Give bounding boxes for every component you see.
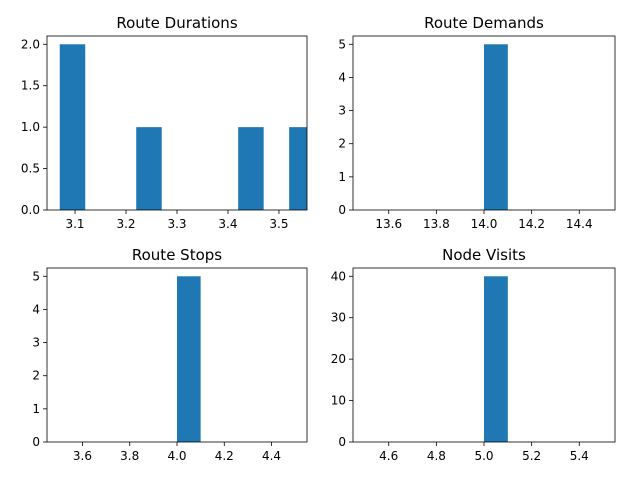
x-tick-label: 3.3 [167, 217, 186, 231]
y-tick-label: 30 [331, 311, 346, 325]
x-tick-label: 5.4 [570, 449, 589, 463]
x-tick-label: 4.8 [427, 449, 446, 463]
panel-route-durations: Route Durations 3.1 3.2 3.3 3.4 3.5 0.0 0.5 1.0… [21, 14, 308, 231]
axis-ticks: 4.6 4.8 5.0 5.2 5.4 0 10 20 30 40 [331, 269, 589, 463]
chart-title: Route Durations [116, 14, 237, 32]
histogram-bar [484, 276, 508, 442]
y-tick-label: 2 [338, 137, 346, 151]
x-tick-label: 3.5 [269, 217, 288, 231]
x-tick-label: 4.6 [379, 449, 398, 463]
chart-title: Route Demands [424, 14, 544, 32]
y-tick-label: 1.5 [21, 79, 40, 93]
y-tick-label: 2.0 [21, 37, 40, 51]
chart-title: Route Stops [132, 246, 222, 264]
axes-frame [352, 35, 616, 211]
x-tick-label: 14.2 [518, 217, 545, 231]
panel-route-stops: Route Stops 3.6 3.8 4.0 4.2 4.4 0 1 2 3 4 5 [32, 246, 308, 463]
axes-frame [46, 267, 308, 443]
x-tick-label: 5.0 [474, 449, 493, 463]
x-tick-label: 13.8 [423, 217, 450, 231]
histogram-bar [177, 276, 201, 442]
axis-ticks: 3.1 3.2 3.3 3.4 3.5 0.0 0.5 1.0 1.5 2.0 [21, 37, 289, 231]
axes-frame [46, 35, 308, 211]
axes-frame [352, 267, 616, 443]
panel-node-visits: Node Visits 4.6 4.8 5.0 5.2 5.4 0 10 20 30 40 [331, 246, 616, 463]
y-tick-label: 1 [32, 402, 40, 416]
y-tick-label: 10 [331, 394, 346, 408]
y-tick-label: 1.0 [21, 120, 40, 134]
x-tick-label: 3.2 [116, 217, 135, 231]
axis-ticks: 13.6 13.8 14.0 14.2 14.4 0 1 2 3 4 5 [338, 37, 592, 231]
x-tick-label: 3.6 [73, 449, 92, 463]
y-tick-label: 1 [338, 170, 346, 184]
panel-route-demands: Route Demands 13.6 13.8 14.0 14.2 14.4 0 1 2 3 4 5 [338, 14, 616, 231]
bars [177, 276, 201, 442]
x-tick-label: 14.4 [566, 217, 593, 231]
histogram-bar [136, 127, 162, 210]
x-tick-label: 3.1 [65, 217, 84, 231]
y-tick-label: 40 [331, 269, 346, 283]
bars [484, 44, 508, 210]
y-tick-label: 3 [32, 336, 40, 350]
x-tick-label: 4.0 [167, 449, 186, 463]
y-tick-label: 0 [32, 435, 40, 449]
y-tick-label: 2 [32, 369, 40, 383]
y-tick-label: 0.0 [21, 203, 40, 217]
y-tick-label: 0 [338, 203, 346, 217]
x-tick-label: 4.4 [262, 449, 281, 463]
bars [59, 44, 307, 210]
y-tick-label: 4 [32, 302, 40, 316]
histogram-bar [238, 127, 264, 210]
x-tick-label: 13.6 [375, 217, 402, 231]
x-tick-label: 5.2 [522, 449, 541, 463]
bars [484, 276, 508, 442]
histogram-bar [59, 44, 86, 210]
y-tick-label: 4 [338, 70, 346, 84]
y-tick-label: 3 [338, 104, 346, 118]
histogram-bar [289, 127, 307, 210]
y-tick-label: 5 [338, 37, 346, 51]
y-tick-label: 0 [338, 435, 346, 449]
axis-ticks: 3.6 3.8 4.0 4.2 4.4 0 1 2 3 4 5 [32, 269, 281, 463]
x-tick-label: 4.2 [215, 449, 234, 463]
y-tick-label: 20 [331, 352, 346, 366]
histogram-bar [484, 44, 508, 210]
y-tick-label: 5 [32, 269, 40, 283]
chart-title: Node Visits [442, 246, 526, 264]
x-tick-label: 14.0 [471, 217, 498, 231]
x-tick-label: 3.4 [218, 217, 237, 231]
x-tick-label: 3.8 [120, 449, 139, 463]
y-tick-label: 0.5 [21, 162, 40, 176]
